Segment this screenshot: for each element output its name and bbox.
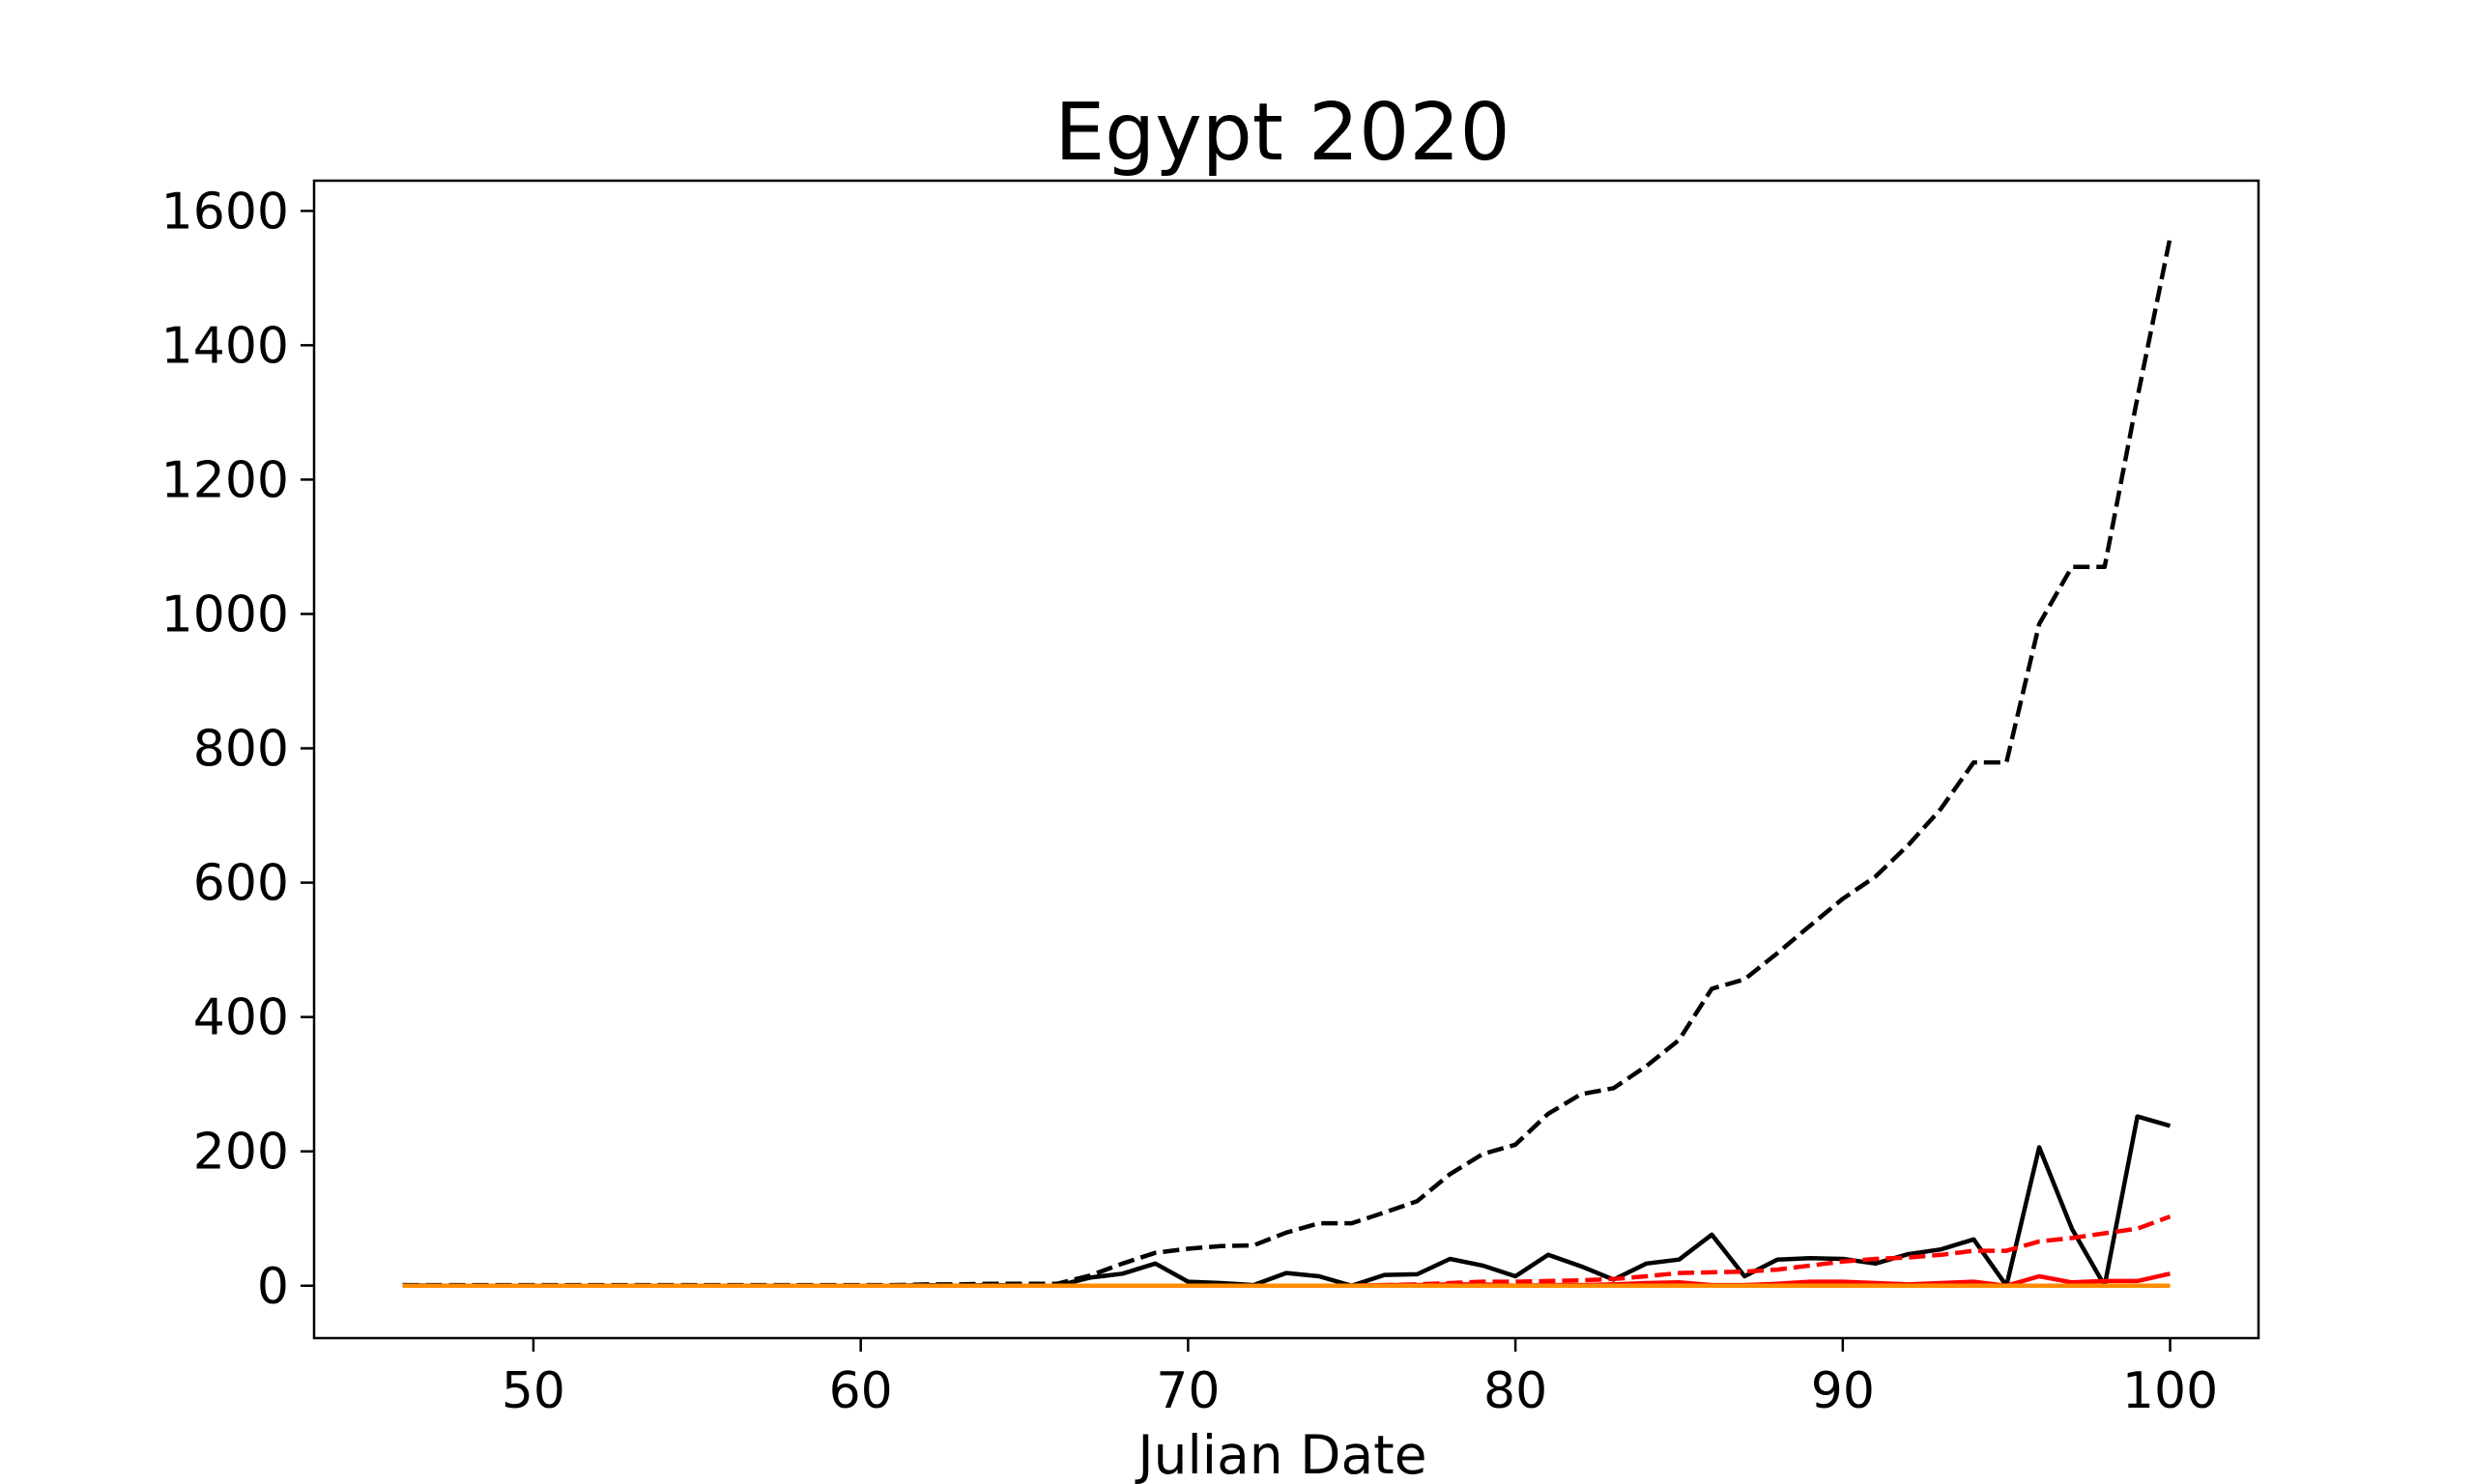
y-tick-label: 200 [193,1124,289,1182]
y-tick-label: 800 [193,721,289,779]
x-tick-label: 50 [502,1362,565,1420]
y-axis-ticks: 0 200 400 600 800 1000 1200 1400 1600 [161,183,314,1316]
x-tick-label: 60 [829,1362,893,1420]
series-line-2 [402,1114,2172,1289]
x-axis-ticks: 50 60 70 80 90 100 [502,1338,2218,1420]
y-tick-label: 400 [193,989,289,1047]
x-axis-label: Julian Date [1135,1424,1426,1484]
series-line-1 [402,237,2172,1288]
y-tick-label: 0 [257,1258,289,1316]
plot-area [402,237,2172,1289]
y-tick-label: 1600 [161,183,289,241]
x-tick-label: 70 [1156,1362,1220,1420]
x-tick-label: 80 [1483,1362,1547,1420]
x-tick-label: 100 [2122,1362,2218,1420]
plot-frame [312,179,2260,1340]
y-tick-label: 600 [193,855,289,913]
chart-title: Egypt 2020 [1054,87,1510,179]
y-tick-label: 1200 [161,451,289,509]
y-tick-label: 1000 [161,585,289,643]
y-tick-label: 1400 [161,317,289,375]
x-tick-label: 90 [1811,1362,1875,1420]
series-line-3 [402,1214,2172,1289]
